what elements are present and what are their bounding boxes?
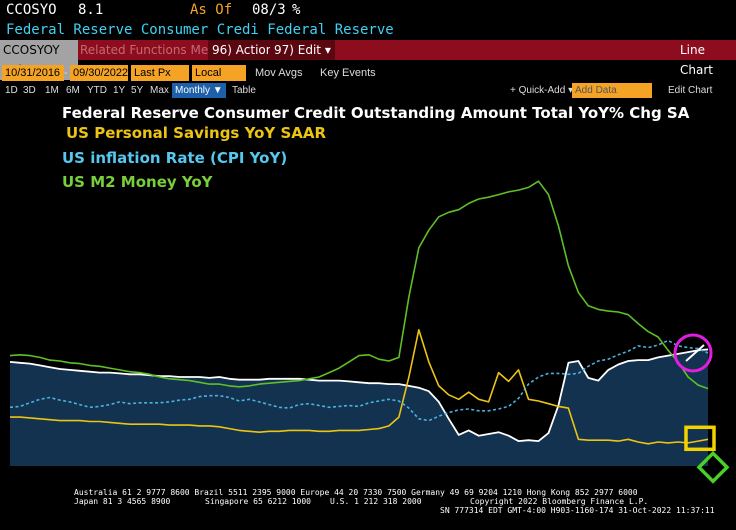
- highlight-circle-marker: [673, 333, 713, 373]
- as-of-date: 08/3: [252, 2, 286, 18]
- security-header: CCOSYO 8.1 As Of 08/3 %: [0, 0, 736, 21]
- range-1m[interactable]: 1M: [45, 85, 59, 96]
- range-5y[interactable]: 5Y: [131, 85, 144, 96]
- range-ytd[interactable]: YTD: [87, 85, 107, 96]
- ticker-label: CCOSYO: [6, 2, 57, 18]
- chart-title-cpi: US inflation Rate (CPI YoY): [62, 149, 287, 167]
- footer-singapore: Singapore 65 6212 1000: [205, 497, 311, 506]
- line-chart: Federal Reserve Consumer Credit Outstand…: [0, 98, 736, 486]
- footer-timestamp: SN 777314 EDT GMT-4:00 H903-1160-174 31-…: [440, 506, 715, 515]
- footer-japan: Japan 81 3 4565 8900: [74, 497, 171, 506]
- chart-titles: Federal Reserve Consumer Credit Outstand…: [62, 104, 690, 191]
- range-3d[interactable]: 3D: [23, 85, 36, 96]
- footer-us: U.S. 1 212 318 2000: [330, 497, 422, 506]
- range-1d[interactable]: 1D: [5, 85, 18, 96]
- frequency-select[interactable]: Monthly ▼: [172, 83, 226, 98]
- footer-copyright: Copyright 2022 Bloomberg Finance L.P.: [470, 497, 649, 506]
- key-events-link[interactable]: Key Events: [320, 67, 376, 79]
- date-separator: -: [64, 67, 68, 79]
- line-layer: [9, 180, 709, 445]
- edit-menu[interactable]: 97) Edit ▾: [270, 40, 335, 60]
- date-range-bar: 10/31/2016 - 09/30/2022 Last Px Local CC…: [0, 64, 736, 95]
- m2-line: [9, 180, 709, 390]
- range-selector: 1D 3D 1M 6M YTD 1Y 5Y Max Monthly ▼ Tabl…: [0, 83, 736, 98]
- bloomberg-footer: Australia 61 2 9777 8600 Brazil 5511 239…: [0, 486, 736, 530]
- footer-contacts-line: Australia 61 2 9777 8600 Brazil 5511 239…: [74, 488, 638, 497]
- as-of-label: As Of: [190, 2, 233, 18]
- range-1y[interactable]: 1Y: [113, 85, 126, 96]
- chart-title-consumer-credit: Federal Reserve Consumer Credit Outstand…: [62, 104, 690, 122]
- table-button[interactable]: Table: [232, 85, 256, 96]
- edit-chart-button[interactable]: Edit Chart: [668, 85, 713, 96]
- marker-layer: [673, 333, 730, 484]
- pct-label: %: [292, 2, 301, 18]
- price-field[interactable]: Last Px: [131, 65, 189, 81]
- highlight-diamond-marker: [696, 450, 730, 484]
- consumer-credit-line: [9, 348, 709, 442]
- security-description: Federal Reserve Consumer Credi Federal R…: [6, 22, 394, 38]
- quick-add-button[interactable]: + Quick-Add ▾: [510, 85, 574, 96]
- view-type-label: Line Chart: [680, 43, 713, 77]
- start-date-field[interactable]: 10/31/2016: [2, 65, 64, 81]
- range-max[interactable]: Max: [150, 85, 169, 96]
- currency-field[interactable]: Local CCY: [192, 65, 246, 95]
- related-functions-menu[interactable]: Related Functions Menu: [80, 43, 224, 57]
- chart-title-savings: US Personal Savings YoY SAAR: [66, 124, 326, 142]
- chart-title-m2: US M2 Money YoY: [62, 173, 214, 191]
- add-data-input[interactable]: Add Data: [572, 83, 652, 98]
- last-value: 8.1: [78, 2, 104, 18]
- mov-avgs-link[interactable]: Mov Avgs: [255, 67, 303, 79]
- savings-line: [10, 329, 709, 445]
- consumer-credit-area: [10, 349, 708, 466]
- area-layer: [10, 349, 708, 466]
- highlight-square-marker: [684, 425, 716, 452]
- function-toolbar: CCOSYOY Index Related Functions Menu 96)…: [0, 40, 736, 80]
- range-6m[interactable]: 6M: [66, 85, 80, 96]
- highlight-tick-marker: [685, 344, 705, 362]
- end-date-field[interactable]: 09/30/2022: [70, 65, 128, 81]
